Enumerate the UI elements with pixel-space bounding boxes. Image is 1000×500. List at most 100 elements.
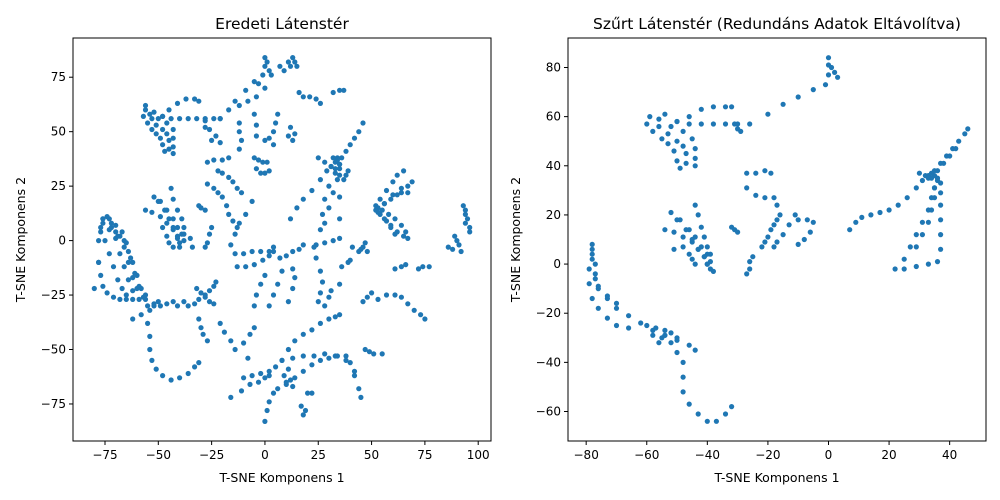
data-point xyxy=(177,244,183,250)
data-point xyxy=(249,248,255,255)
data-point xyxy=(332,314,338,320)
data-point xyxy=(110,264,117,270)
data-point xyxy=(253,94,259,100)
data-point xyxy=(381,216,387,222)
data-point xyxy=(686,114,692,120)
data-point xyxy=(243,87,249,93)
data-point xyxy=(351,373,358,379)
data-point xyxy=(266,253,272,259)
x-tick-label: 75 xyxy=(417,448,432,462)
data-point xyxy=(825,72,832,78)
data-point xyxy=(313,255,319,261)
data-point xyxy=(228,338,234,344)
data-point xyxy=(100,220,106,226)
data-point xyxy=(662,327,668,333)
data-point xyxy=(236,220,242,226)
data-point xyxy=(774,239,780,245)
data-point xyxy=(892,266,898,272)
data-point xyxy=(692,202,698,208)
data-point xyxy=(801,236,807,243)
data-point xyxy=(692,261,698,267)
data-point xyxy=(762,239,768,245)
data-point xyxy=(315,299,321,305)
data-point xyxy=(589,251,595,257)
data-point xyxy=(810,87,816,93)
data-point xyxy=(166,240,172,246)
data-point xyxy=(337,281,343,287)
x-tick-label: −40 xyxy=(695,448,720,462)
data-point xyxy=(119,285,125,292)
data-point xyxy=(170,224,176,231)
x-tick-label: −20 xyxy=(755,448,780,462)
data-point xyxy=(334,157,340,163)
data-point xyxy=(149,357,155,363)
data-point xyxy=(236,120,242,126)
data-point xyxy=(403,262,409,268)
data-point xyxy=(147,346,153,353)
data-point xyxy=(317,357,323,363)
data-point xyxy=(142,292,149,298)
data-point xyxy=(659,136,665,142)
data-point xyxy=(249,373,255,379)
data-point xyxy=(938,217,944,223)
data-point xyxy=(266,135,272,141)
y-tick-label: 0 xyxy=(58,234,66,248)
data-point xyxy=(285,366,291,372)
x-tick-label: −25 xyxy=(199,448,224,462)
data-point xyxy=(388,222,394,228)
data-point xyxy=(674,335,680,341)
data-point xyxy=(656,123,662,130)
data-point xyxy=(147,307,153,313)
data-point xyxy=(202,244,208,250)
data-point xyxy=(287,377,294,383)
data-point xyxy=(753,192,759,198)
data-point xyxy=(290,55,296,61)
data-point xyxy=(710,104,717,110)
data-point xyxy=(275,111,281,117)
data-point xyxy=(232,98,238,104)
data-point xyxy=(170,126,176,133)
data-point xyxy=(786,222,792,228)
data-point xyxy=(686,401,692,407)
data-point xyxy=(686,121,692,127)
data-point xyxy=(253,133,259,139)
data-point xyxy=(151,109,157,115)
data-point xyxy=(589,241,595,247)
data-point xyxy=(102,238,108,244)
data-point xyxy=(375,209,381,215)
data-point xyxy=(934,168,941,174)
data-point xyxy=(692,155,698,161)
data-point xyxy=(238,190,245,196)
data-point xyxy=(96,259,102,265)
data-point xyxy=(264,59,270,65)
data-point xyxy=(650,128,656,134)
data-point xyxy=(315,155,321,161)
data-point xyxy=(762,195,768,201)
data-point xyxy=(456,242,462,248)
data-point xyxy=(324,168,330,174)
data-point xyxy=(273,120,279,126)
data-point xyxy=(807,229,813,235)
data-point xyxy=(204,159,210,165)
data-point xyxy=(168,377,174,383)
data-point xyxy=(294,205,300,211)
data-point xyxy=(392,292,398,298)
data-point xyxy=(125,277,131,283)
data-point xyxy=(825,55,832,61)
data-point xyxy=(322,196,328,202)
data-point xyxy=(753,170,759,176)
y-tick-label: 80 xyxy=(546,60,561,74)
data-point xyxy=(358,394,364,400)
data-point xyxy=(332,166,338,172)
data-point xyxy=(300,242,306,248)
data-point xyxy=(330,190,336,196)
data-point xyxy=(311,353,317,359)
data-point xyxy=(147,333,153,339)
data-point xyxy=(962,131,968,137)
data-point xyxy=(226,174,232,180)
data-point xyxy=(662,111,668,117)
data-point xyxy=(674,217,680,223)
data-point xyxy=(217,116,223,122)
data-point xyxy=(322,240,328,246)
